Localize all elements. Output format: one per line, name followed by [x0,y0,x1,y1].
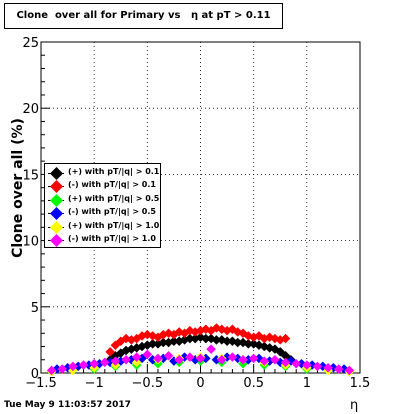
y-tick-label: 15 [22,168,39,183]
data-point [216,354,227,365]
chart-title-box: Clone over all for Primary vs η at pT > … [4,3,283,29]
x-tick-label: 1 [303,376,311,391]
legend-marker [50,194,63,207]
data-point [280,357,291,368]
data-point [131,357,142,368]
data-point [248,353,259,364]
x-tick-label: 1.5 [350,376,371,391]
legend-entry: (+) with pT/|q| > 0.1 [45,167,160,180]
data-point [238,354,248,365]
data-point [333,364,344,374]
x-axis-label: η [350,398,359,413]
data-point [195,353,206,364]
y-tick-label: 5 [31,301,39,316]
legend-entry: (-) with pT/|q| > 0.1 [45,180,160,193]
data-point [206,344,216,355]
x-tick-label: 0.5 [243,376,264,391]
legend-entry: (+) with pT/|q| > 0.5 [45,194,160,207]
legend: (+) with pT/|q| > 0.1 (-) with pT/|q| > … [44,163,161,248]
x-tick-label: −1.5 [25,376,57,391]
legend-entry: (-) with pT/|q| > 1.0 [45,234,160,247]
y-tick-label: 20 [22,102,39,117]
data-point [142,349,153,360]
legend-marker [50,180,63,193]
x-tick-label: −1 [85,376,104,391]
data-point [110,356,121,366]
data-point [105,346,115,357]
timestamp: Tue May 9 11:03:57 2017 [4,400,131,410]
data-point [57,364,68,374]
y-tick-label: 0 [31,367,39,382]
legend-label: (+) with pT/|q| > 1.0 [68,221,160,230]
data-point [312,361,323,372]
chart-title: Clone over all for Primary vs η at pT > … [16,10,271,21]
data-point [153,353,163,364]
data-point [68,361,78,372]
data-point [121,354,131,365]
legend-label: (-) with pT/|q| > 0.5 [68,207,156,216]
data-point [270,354,280,365]
legend-entry: (-) with pT/|q| > 0.5 [45,207,160,220]
x-tick-label: −0.5 [132,376,164,391]
legend-marker [50,167,63,180]
legend-label: (+) with pT/|q| > 0.1 [68,167,160,176]
y-tick-label: 10 [22,235,39,250]
y-tick-label: 25 [22,36,39,51]
legend-label: (+) with pT/|q| > 0.5 [68,194,160,203]
data-point [174,354,185,365]
data-point [99,357,110,368]
data-point [46,365,57,376]
data-point [323,362,333,373]
x-tick-label: 0 [196,376,204,391]
data-point [280,333,291,344]
legend-label: (-) with pT/|q| > 1.0 [68,234,156,243]
data-point [89,358,100,369]
y-axis-label: Clone over all (%) [10,118,26,258]
legend-marker [50,234,63,247]
legend-marker [50,207,63,220]
data-point [301,360,312,370]
data-point [227,352,238,362]
data-point [78,360,89,370]
legend-label: (-) with pT/|q| > 0.1 [68,180,156,189]
data-point [291,358,302,369]
legend-entry: (+) with pT/|q| > 1.0 [45,221,160,234]
legend-marker [50,221,63,234]
data-point [185,352,195,362]
data-point [131,352,142,362]
data-point [259,356,270,366]
data-point [344,365,355,376]
data-point [163,350,174,361]
